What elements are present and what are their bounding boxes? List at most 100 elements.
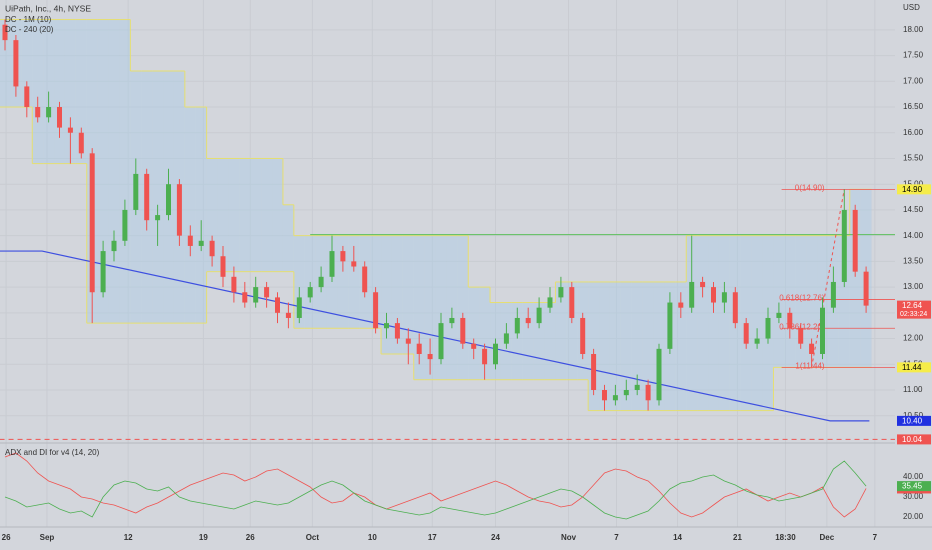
candle-body	[841, 209, 847, 282]
candle-body	[340, 251, 346, 262]
candle-body	[24, 86, 30, 108]
channel-fill	[424, 235, 436, 380]
candle-body	[765, 317, 771, 339]
channel-fill	[0, 19, 11, 108]
candle-body	[13, 40, 19, 87]
axes: 10.5011.0011.5012.0012.5013.0013.5014.00…	[2, 25, 931, 542]
x-tick-label: 24	[491, 533, 500, 542]
candle-body	[351, 261, 357, 267]
channel-fill	[522, 302, 534, 380]
candle-body	[558, 287, 564, 298]
candle-body	[525, 317, 531, 324]
channel-fill	[228, 158, 240, 272]
channel-fill	[32, 19, 44, 164]
candle-body	[645, 384, 651, 401]
channel-fill	[206, 158, 218, 272]
channel-fill	[381, 235, 392, 354]
candle-body	[296, 297, 302, 318]
price-tag-label: 14.90	[902, 185, 923, 194]
candle-body	[721, 292, 727, 303]
x-tick-label: Dec	[820, 533, 835, 542]
channel-fill	[272, 158, 283, 272]
channel-fill	[708, 235, 719, 411]
candle-body	[198, 240, 204, 246]
x-tick-label: 7	[873, 533, 878, 542]
indicator-label: DC - 240 (20)	[5, 25, 54, 34]
y-tick-label: 13.50	[903, 256, 924, 265]
channel-fill	[599, 281, 610, 411]
candle-body	[787, 312, 793, 329]
channel-fill	[718, 235, 730, 411]
candle-body	[264, 287, 270, 298]
candle-body	[78, 132, 84, 154]
channel-fill	[555, 281, 567, 380]
x-tick-label: 17	[428, 533, 437, 542]
y-tick-label: 30.00	[903, 492, 924, 501]
channel-fill	[675, 281, 687, 411]
fib-label: 0.786(12.20)	[779, 322, 825, 331]
candle-body	[863, 271, 869, 306]
channel-fill	[620, 281, 632, 411]
channel-fill	[54, 19, 65, 164]
candle-body	[111, 240, 117, 252]
adx-tag	[897, 481, 931, 492]
fib-label: 0(14.90)	[795, 183, 825, 192]
y-tick-label: 14.00	[903, 231, 924, 240]
indicator-label: DC - 1M (10)	[5, 15, 52, 24]
channel-fill	[784, 235, 796, 368]
channel-fill	[391, 235, 403, 354]
channel-fill	[533, 302, 545, 380]
y-tick-label: 20.00	[903, 512, 924, 521]
candle-body	[176, 184, 182, 236]
channel-fill	[544, 302, 556, 380]
y-tick-label: 18.00	[903, 25, 924, 34]
price-axis	[895, 0, 932, 550]
candle-body	[493, 343, 498, 365]
countdown-label: 02:33:24	[900, 311, 927, 318]
channel-fill	[773, 235, 785, 368]
candle-body	[46, 107, 52, 118]
x-tick-label: 26	[246, 533, 255, 542]
channel-fill	[479, 287, 491, 380]
candle-body	[89, 153, 95, 293]
channel-fill	[631, 281, 643, 411]
candle-body	[612, 395, 618, 401]
y-tick-label: 12.00	[903, 334, 924, 343]
price-tag-label: 12.64	[902, 301, 923, 310]
candle-body	[569, 287, 575, 318]
channel-fill	[697, 235, 709, 411]
adx-line	[4, 460, 867, 520]
price-tag-label: 10.40	[902, 416, 923, 425]
channel-fill	[435, 235, 447, 380]
y-tick-label: 13.00	[903, 282, 924, 291]
candle-body	[220, 256, 226, 277]
candle-body	[318, 276, 324, 288]
candle-body	[57, 107, 62, 128]
x-tick-label: 14	[673, 533, 682, 542]
chart-title: UiPath, Inc., 4h, NYSE	[5, 3, 91, 13]
candle-body	[602, 390, 607, 401]
candle-body	[307, 287, 313, 298]
channel-fill	[64, 19, 76, 164]
candle-body	[547, 297, 553, 308]
y-tick-label: 15.50	[903, 154, 924, 163]
candle-body	[405, 338, 411, 344]
candle-body	[133, 173, 139, 210]
price-tag	[897, 184, 931, 195]
adx-title: ADX and DI for v4 (14, 20)	[5, 448, 100, 457]
y-tick-label: 11.00	[903, 385, 923, 394]
channel-fill	[609, 281, 621, 411]
y-tick-label: 40.00	[903, 472, 924, 481]
channel-fill	[239, 158, 251, 272]
candle-body	[209, 240, 215, 257]
channel-fill	[21, 19, 33, 108]
x-tick-label: 7	[614, 533, 619, 542]
candle-body	[471, 343, 477, 349]
channel-fill	[751, 235, 763, 411]
candle-body	[329, 251, 335, 277]
candle-body	[460, 317, 466, 344]
channel-fill	[75, 19, 87, 164]
candle-body	[384, 323, 389, 329]
candle-body	[711, 287, 716, 303]
